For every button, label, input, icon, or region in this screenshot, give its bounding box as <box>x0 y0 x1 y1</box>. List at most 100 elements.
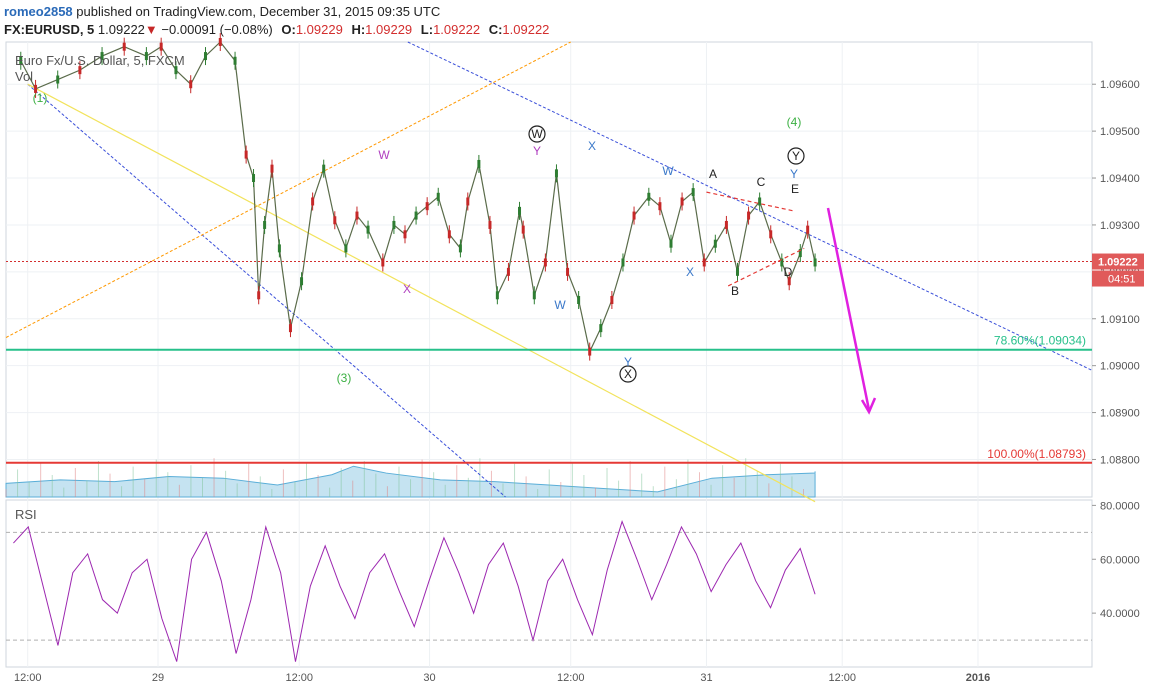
time-axis-label: 12:00 <box>14 672 42 684</box>
wave-label: E <box>791 182 799 196</box>
high-label: H: <box>351 22 366 37</box>
current-price-tag-text: 1.09222 <box>1098 257 1138 269</box>
lower-blue-trendline <box>27 83 506 498</box>
triangle-pattern <box>706 191 805 287</box>
price-candle <box>713 239 717 248</box>
price-candle <box>355 211 359 220</box>
price-candle <box>518 206 522 215</box>
price-candle <box>122 42 126 51</box>
rsi-axis-label: 40.0000 <box>1100 608 1140 620</box>
price-candle <box>506 267 510 276</box>
open-value: 1.09229 <box>295 22 343 37</box>
username-link[interactable]: romeo2858 <box>4 4 73 19</box>
down-arrow-icon: ▼ <box>144 22 158 37</box>
price-candle <box>203 52 207 61</box>
time-axis-label: 2016 <box>966 672 990 684</box>
wave-label: X <box>588 139 596 153</box>
upper-blue-trendline <box>407 41 1093 371</box>
price-candle <box>144 52 148 61</box>
arrow-shaft <box>826 207 871 411</box>
price-candle <box>532 291 536 300</box>
price-candle <box>270 164 274 173</box>
price-candle <box>691 188 695 197</box>
rsi-pane-frame <box>5 499 1093 668</box>
price-candle <box>100 52 104 61</box>
price-candle <box>787 277 791 286</box>
wave-label: W <box>662 164 674 178</box>
price-candle <box>806 225 810 234</box>
time-axis-label: 30 <box>423 672 435 684</box>
price-candle <box>300 277 304 286</box>
price-candle <box>233 56 237 65</box>
price-candle <box>366 225 370 234</box>
high-value: 1.09229 <box>365 22 413 37</box>
price-candle <box>566 267 570 276</box>
price-axis-label: 1.09300 <box>1100 220 1140 232</box>
price-candle <box>381 258 385 267</box>
countdown-tag <box>1092 270 1144 287</box>
wave-label: W <box>531 127 543 141</box>
price-candle <box>19 56 23 65</box>
price-candle <box>159 42 163 51</box>
price-candle <box>669 239 673 248</box>
price-candle <box>658 202 662 211</box>
price-candle <box>56 75 60 84</box>
price-candle <box>403 230 407 239</box>
price-candle <box>414 211 418 220</box>
triangle-lower-line <box>727 247 805 287</box>
price-tags: 1.09222 04:51 <box>1092 253 1144 287</box>
price-series <box>19 33 817 361</box>
price-candle <box>252 174 256 183</box>
rsi-line <box>13 520 816 662</box>
publish-line: romeo2858 published on TradingView.com, … <box>4 4 440 19</box>
price-candle <box>610 295 614 304</box>
wave-label-circle <box>619 365 637 383</box>
wave-label: A <box>709 167 717 181</box>
fib-levels: 78.60%(1.09034) 100.00%(1.08793) <box>6 334 1092 464</box>
price-candle <box>554 169 558 178</box>
wave-label: W <box>378 148 390 162</box>
time-axis-label: 31 <box>700 672 712 684</box>
rsi-axis-label: 60.0000 <box>1100 554 1140 566</box>
wave-label: D <box>784 265 793 279</box>
price-candle <box>599 324 603 333</box>
price-candle <box>632 211 636 220</box>
wave-label: Y <box>533 144 541 158</box>
symbol-label[interactable]: FX:EURUSD, 5 <box>4 22 95 37</box>
price-candle <box>488 220 492 229</box>
time-axis-label: 12:00 <box>828 672 856 684</box>
volume-series <box>5 458 816 498</box>
price-candle <box>288 324 292 333</box>
price-candle <box>521 225 525 234</box>
wave-label: C <box>757 175 766 189</box>
price-candle <box>392 220 396 229</box>
price-candle <box>78 66 82 75</box>
triangle-upper-line <box>706 191 794 212</box>
price-grid: 1.096001.095001.094001.093001.092001.091… <box>6 42 1140 684</box>
price-candle <box>189 80 193 89</box>
price-candle <box>344 244 348 253</box>
price-candle <box>735 267 739 276</box>
wave-label: X <box>624 367 632 381</box>
price-candle <box>174 66 178 75</box>
price-axis-label: 1.09100 <box>1100 314 1140 326</box>
price-candle <box>495 291 499 300</box>
last-price: 1.09222 <box>97 22 145 37</box>
price-candle <box>747 211 751 220</box>
price-candle <box>758 197 762 206</box>
wave-label: (1) <box>33 91 48 105</box>
price-candle <box>647 192 651 201</box>
price-candle <box>277 244 281 253</box>
price-candle <box>621 258 625 267</box>
time-axis-label: 12:00 <box>285 672 313 684</box>
rsi-axis-label: 80.0000 <box>1100 500 1140 512</box>
price-candle <box>322 164 326 173</box>
wave-label: W <box>554 298 566 312</box>
close-value: 1.09222 <box>502 22 550 37</box>
price-pane-frame <box>5 41 1093 498</box>
price-axis-label: 1.09000 <box>1100 361 1140 373</box>
wave-label: Y <box>790 167 798 181</box>
price-candle <box>34 84 38 93</box>
